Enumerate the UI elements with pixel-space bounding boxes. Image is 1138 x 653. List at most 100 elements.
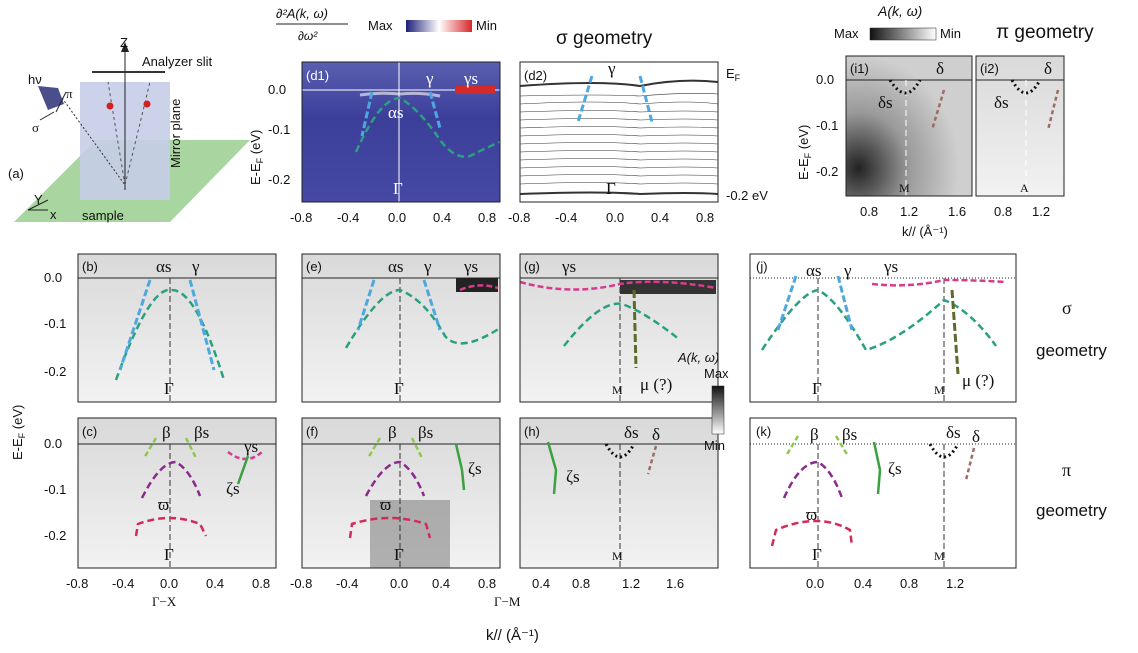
analyzer-label: Analyzer slit [142, 54, 212, 69]
z-arrow [121, 42, 129, 52]
tick: 0.0 [44, 270, 62, 285]
point-gamma: Γ [394, 545, 404, 564]
band-gamma: γ [843, 261, 852, 280]
tick: 0.8 [900, 576, 918, 591]
pi-right: π [1062, 460, 1071, 480]
point-m: M [612, 383, 623, 397]
band-alpha-s: αs [156, 257, 172, 276]
tick: -0.4 [337, 210, 359, 225]
point-m: M [934, 383, 945, 397]
band-delta-s: δs [878, 93, 893, 112]
band-varpi: ϖ [806, 505, 817, 524]
point-gamma: Γ [164, 379, 174, 398]
band-delta-s: δs [994, 93, 1009, 112]
tick: 1.6 [948, 204, 966, 219]
panel-i2-label: (i2) [980, 61, 999, 76]
geometry-right: geometry [1036, 341, 1107, 360]
panel-k: (k) β βs ζs δs δ ϖ Γ M 0.0 0.4 0.8 1.2 [749, 417, 1017, 591]
tick: 0.8 [696, 210, 714, 225]
akw-colorbar [869, 27, 937, 41]
band-gamma: γ [423, 257, 432, 276]
akw-mid-label: A(k, ω) [677, 350, 719, 365]
y-label: Y [34, 192, 43, 207]
tick: 0.4 [433, 210, 451, 225]
sample-label: sample [82, 208, 124, 223]
tick: 0.8 [994, 204, 1012, 219]
band-alpha-s: αs [806, 261, 822, 280]
i-ylabel: E-EF (eV) [796, 125, 813, 180]
band-gamma-s: γs [463, 257, 478, 276]
tick: 0.0 [606, 210, 624, 225]
panel-i1: (i1) δ δs M [845, 55, 973, 197]
band-beta: β [810, 425, 819, 444]
panel-c: (c) β βs γs ζs ϖ Γ -0.8 -0.4 0.0 0.4 0.8… [66, 417, 277, 609]
panel-f-label: (f) [306, 424, 318, 439]
band-delta-s: δs [624, 423, 639, 442]
k-axis-small: k// (Å⁻¹) [902, 224, 948, 239]
band-gamma-s: γs [561, 257, 576, 276]
band-zeta-s: ζs [468, 459, 482, 478]
tick: 0.8 [478, 210, 496, 225]
point-gamma: Γ [394, 379, 404, 398]
tick: 0.8 [572, 576, 590, 591]
mid-colorbar [711, 385, 725, 435]
sigma-label: σ [32, 120, 39, 135]
point-gamma: Γ [393, 179, 403, 198]
tick: -0.4 [112, 576, 134, 591]
tick: -0.2 [268, 172, 290, 187]
band-beta-s: βs [842, 425, 857, 444]
tick: -0.1 [268, 122, 290, 137]
tick: 0.4 [532, 576, 550, 591]
tick: 0.0 [806, 576, 824, 591]
panel-g: (g) γs M μ (?) [519, 253, 719, 403]
gm-label: Γ−M [494, 594, 521, 609]
point-gamma: Γ [164, 545, 174, 564]
akw-label: A(k, ω) [877, 3, 922, 19]
akw-max: Max [834, 26, 859, 41]
deriv-max: Max [368, 18, 393, 33]
band-zeta-s: ζs [226, 479, 240, 498]
tick: 0.4 [206, 576, 224, 591]
point-m: M [934, 549, 945, 563]
band-beta-s: βs [418, 423, 433, 442]
band-delta: δ [652, 425, 660, 444]
minus-02-label: -0.2 eV [726, 188, 768, 203]
panel-j-label: (j) [756, 259, 768, 274]
tick: 1.2 [622, 576, 640, 591]
tick: 0.0 [390, 576, 408, 591]
tick: 0.0 [268, 82, 286, 97]
panel-i1-label: (i1) [850, 61, 869, 76]
photon-icon [38, 86, 64, 110]
panel-g-label: (g) [524, 259, 540, 274]
tick: 1.2 [946, 576, 964, 591]
point-gamma: Γ [606, 179, 616, 198]
tick: -0.1 [44, 316, 66, 331]
band-gamma: γ [191, 257, 200, 276]
point-gamma: Γ [812, 379, 822, 398]
band-beta: β [388, 423, 397, 442]
deriv-denominator: ∂ω² [298, 29, 318, 43]
panel-b: (b) αs γ Γ [77, 253, 277, 403]
tick: -0.4 [336, 576, 358, 591]
panel-j: (j) αs γ γs Γ M μ (?) [749, 253, 1017, 403]
band-gamma-s: γs [463, 69, 478, 88]
panel-h-label: (h) [524, 424, 540, 439]
tick: -0.8 [290, 576, 312, 591]
hnu-label: hν [28, 72, 42, 87]
band-mu: μ (?) [962, 371, 994, 390]
d1-ylabel: E-EF (eV) [248, 130, 265, 185]
sigma-geometry-title: σ geometry [556, 28, 653, 49]
tick: 0.0 [44, 436, 62, 451]
tick: 0.8 [860, 204, 878, 219]
panel-d2: (d2) γ Γ EF -0.2 eV -0.8 -0.4 0.0 0.4 0.… [508, 59, 768, 225]
tick: 0.8 [252, 576, 270, 591]
band-alpha-s: αs [388, 257, 404, 276]
band-delta: δ [972, 427, 980, 446]
panel-c-label: (c) [82, 424, 97, 439]
point-m: M [612, 549, 623, 563]
deriv-min: Min [476, 18, 497, 33]
z-label: Z [120, 35, 128, 50]
deriv-numerator: ∂²A(k, ω) [276, 6, 328, 21]
band-gamma: γ [607, 59, 616, 78]
